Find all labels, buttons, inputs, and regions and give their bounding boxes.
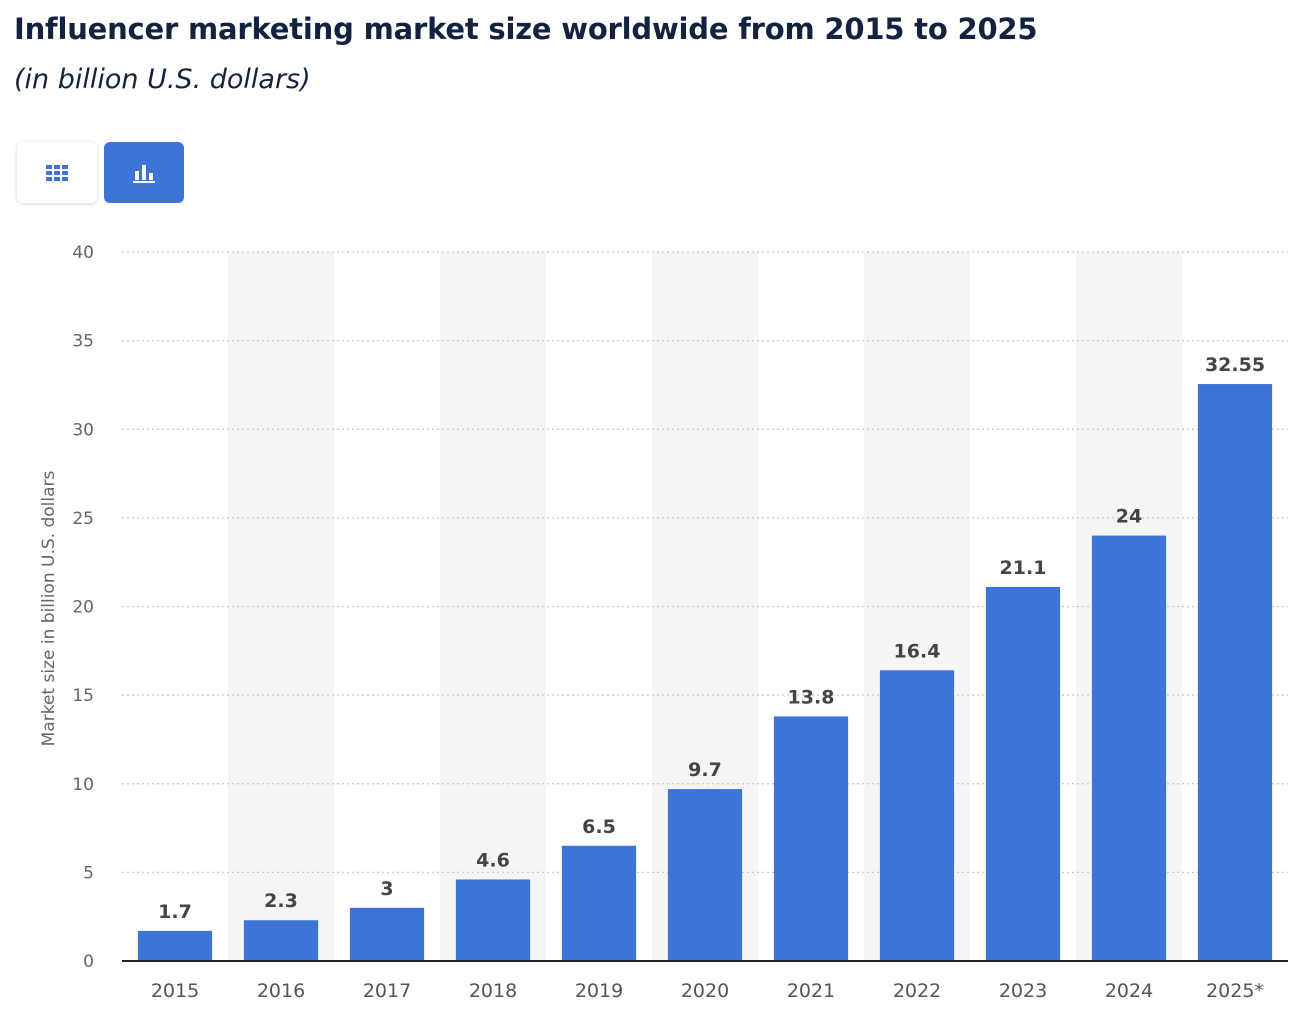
value-labels: 1.7 2.3 3 4.6 6.5 9.7 13.8 16.4 21.1 24 32.55 bbox=[158, 354, 1265, 923]
bar-value-label: 4.6 bbox=[476, 849, 510, 871]
x-tick-label: 2019 bbox=[575, 980, 623, 1002]
y-tick-label: 35 bbox=[72, 332, 94, 352]
bar-value-label: 2.3 bbox=[264, 890, 298, 912]
x-tick-label: 2017 bbox=[363, 980, 411, 1002]
bar bbox=[667, 789, 743, 961]
bar bbox=[1197, 384, 1273, 961]
x-tick-label: 2025* bbox=[1206, 980, 1264, 1002]
y-axis-title: Market size in billion U.S. dollars bbox=[39, 470, 59, 746]
y-tick-label: 20 bbox=[72, 598, 94, 618]
y-tick-label: 0 bbox=[83, 952, 94, 972]
bar-value-label: 24 bbox=[1116, 506, 1142, 528]
bar-value-label: 3 bbox=[380, 878, 393, 900]
x-tick-label: 2024 bbox=[1105, 980, 1153, 1002]
y-tick-label: 40 bbox=[72, 243, 94, 263]
bar-chart-icon bbox=[133, 164, 155, 183]
y-tick-label: 5 bbox=[83, 863, 94, 883]
y-tick-label: 30 bbox=[72, 420, 94, 440]
bar bbox=[879, 670, 955, 961]
page-subtitle: (in billion U.S. dollars) bbox=[14, 64, 311, 95]
bar bbox=[349, 907, 425, 961]
bar-value-label: 16.4 bbox=[894, 640, 941, 662]
x-tick-label: 2015 bbox=[151, 980, 199, 1002]
y-tick-label: 25 bbox=[72, 509, 94, 529]
chart-bars bbox=[137, 384, 1273, 961]
bar-value-label: 9.7 bbox=[688, 759, 722, 781]
table-view-button[interactable] bbox=[17, 142, 97, 203]
bar bbox=[773, 716, 849, 961]
x-tick-label: 2021 bbox=[787, 980, 835, 1002]
chart-view-button[interactable] bbox=[104, 142, 184, 203]
bar-value-label: 21.1 bbox=[1000, 557, 1047, 579]
x-tick-label: 2022 bbox=[893, 980, 941, 1002]
bar-value-label: 6.5 bbox=[582, 816, 616, 838]
bar bbox=[1091, 535, 1167, 961]
bar bbox=[243, 920, 319, 961]
y-tick-label: 10 bbox=[72, 775, 94, 795]
y-tick-label: 15 bbox=[72, 686, 94, 706]
bar bbox=[561, 845, 637, 961]
bar-value-label: 13.8 bbox=[788, 686, 835, 708]
table-grid-icon bbox=[46, 164, 68, 181]
bar bbox=[137, 930, 213, 961]
bar bbox=[455, 879, 531, 961]
x-axis-ticks: 2015 2016 2017 2018 2019 2020 2021 2022 2023 2024… bbox=[151, 980, 1264, 1002]
bar bbox=[985, 587, 1061, 961]
bar-value-label: 1.7 bbox=[158, 901, 192, 923]
bar-value-label: 32.55 bbox=[1205, 354, 1265, 376]
x-tick-label: 2018 bbox=[469, 980, 517, 1002]
x-tick-label: 2020 bbox=[681, 980, 729, 1002]
x-tick-label: 2016 bbox=[257, 980, 305, 1002]
chart-band bbox=[228, 252, 334, 961]
y-axis-ticks: 0 5 10 15 20 25 30 35 40 bbox=[72, 243, 94, 972]
x-tick-label: 2023 bbox=[999, 980, 1047, 1002]
page-title: Influencer marketing market size worldwi… bbox=[14, 12, 1038, 46]
